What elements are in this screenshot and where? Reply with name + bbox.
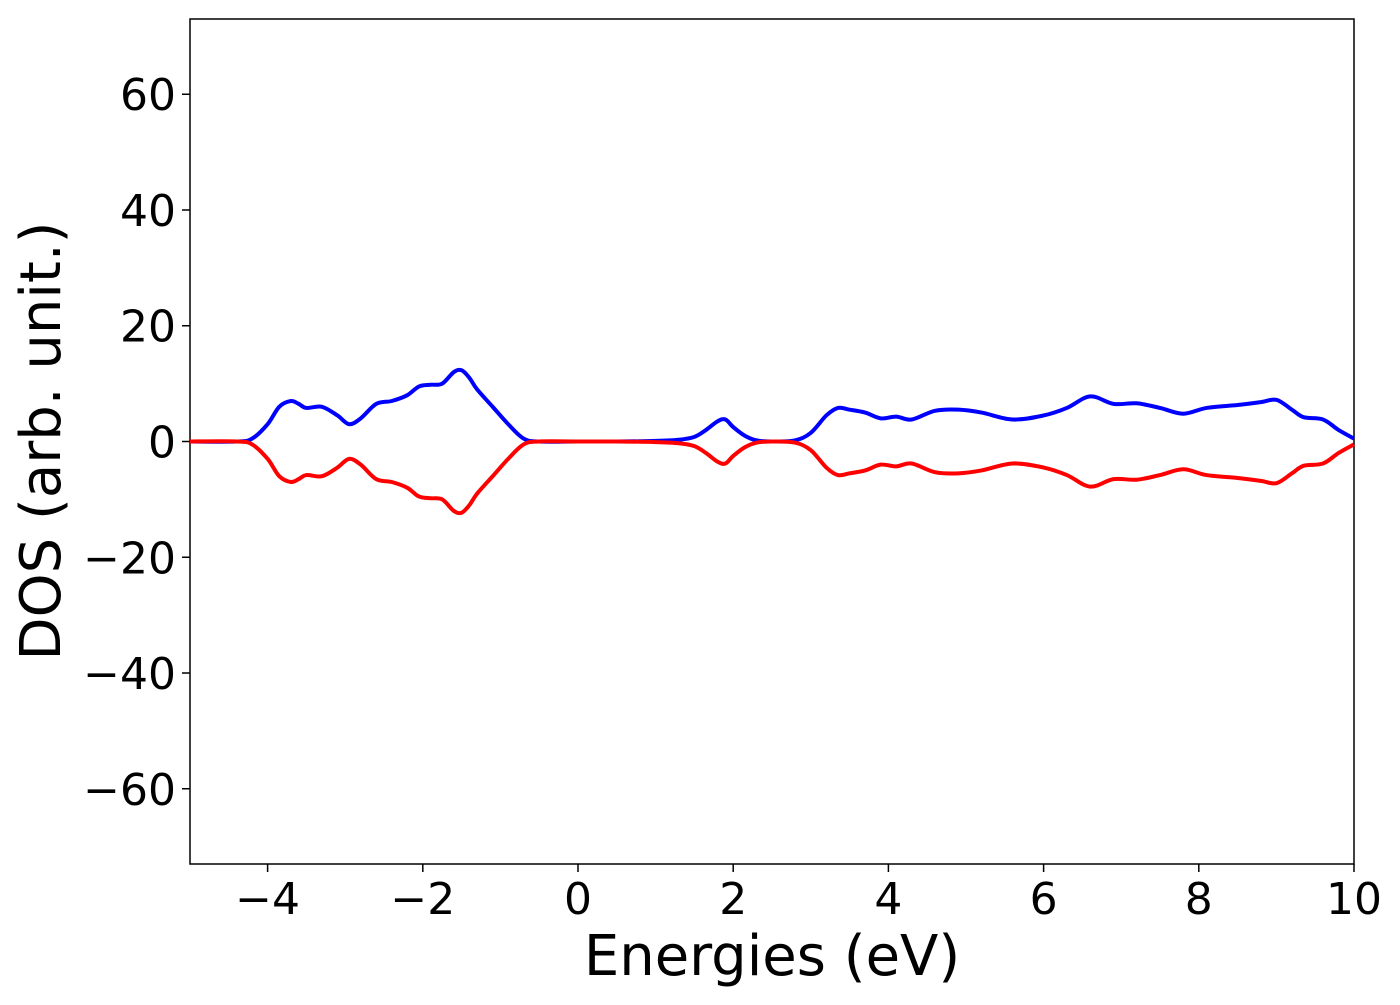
x-tick-label: 0 (564, 874, 592, 925)
x-axis-ticks: −4 −2 0 2 4 6 8 10 (235, 864, 1382, 925)
y-tick-label: 20 (120, 302, 176, 353)
x-axis-label: Energies (eV) (584, 924, 960, 989)
y-axis-label: DOS (arb. unit.) (9, 221, 74, 660)
y-tick-label: 0 (148, 418, 176, 469)
series-line-1 (189, 367, 1355, 444)
y-tick-label: 60 (120, 70, 176, 121)
y-tick-label: −60 (83, 765, 176, 816)
x-tick-label: 10 (1326, 874, 1382, 925)
x-tick-label: 4 (874, 874, 902, 925)
x-tick-label: −2 (390, 874, 455, 925)
y-tick-label: 40 (120, 186, 176, 237)
series-line-2 (189, 439, 1355, 516)
y-tick-label: −40 (83, 649, 176, 700)
series-layer (189, 367, 1355, 516)
y-axis-ticks: 60 40 20 0 −20 −40 −60 (83, 70, 190, 816)
x-tick-label: −4 (235, 874, 300, 925)
x-tick-label: 2 (719, 874, 747, 925)
x-tick-label: 6 (1030, 874, 1058, 925)
x-tick-label: 8 (1185, 874, 1213, 925)
y-tick-label: −20 (83, 533, 176, 584)
